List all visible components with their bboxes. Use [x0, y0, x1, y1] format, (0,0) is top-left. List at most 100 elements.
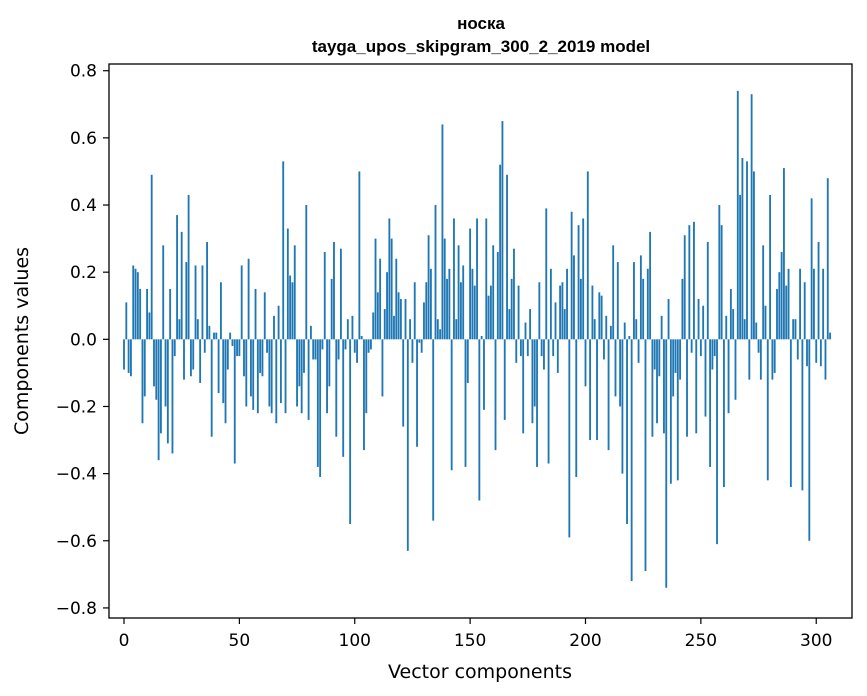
bar [406, 339, 409, 551]
bar [222, 339, 225, 404]
bar [653, 339, 656, 370]
bar [649, 231, 652, 340]
bar [443, 238, 446, 340]
bar [427, 235, 430, 340]
x-tick-label: 50 [229, 631, 251, 651]
bar [266, 339, 268, 353]
bar [321, 339, 324, 350]
bar [699, 339, 702, 357]
bar [335, 339, 338, 437]
bar [789, 339, 792, 488]
bar [732, 309, 735, 340]
bar [203, 339, 206, 353]
bar [261, 339, 264, 377]
bar [388, 218, 391, 340]
bar [771, 339, 774, 380]
bar [533, 339, 536, 407]
bar [554, 302, 557, 340]
bar [367, 339, 370, 353]
x-tick-label: 300 [800, 631, 832, 651]
bar [478, 339, 481, 501]
bar [409, 319, 412, 340]
bar [695, 339, 698, 434]
bar [243, 339, 245, 377]
bar [183, 339, 185, 380]
bar [196, 319, 199, 340]
bar [178, 319, 181, 340]
bar [644, 339, 647, 571]
bar [171, 339, 174, 454]
x-tick-label: 0 [119, 631, 130, 651]
bar [166, 339, 169, 444]
bar [801, 339, 804, 491]
bar [275, 339, 278, 424]
x-axis-label: Vector components [388, 661, 572, 683]
bar [536, 339, 538, 467]
bar [480, 335, 483, 340]
bar [639, 255, 642, 340]
y-axis-ticks: −0.8 −0.6 −0.4 −0.2 0.0 0.2 0.4 0.6 0.8 [56, 62, 109, 619]
bar [416, 339, 418, 447]
bar [346, 319, 349, 340]
bar [556, 339, 559, 373]
bar [688, 225, 691, 340]
bar [600, 295, 603, 340]
bar [233, 339, 236, 464]
bar [413, 282, 416, 340]
bar [155, 339, 158, 400]
bar [538, 282, 541, 340]
bar [609, 325, 612, 340]
bar [298, 339, 301, 387]
bar [446, 278, 448, 340]
bar [628, 335, 631, 340]
bar [540, 339, 543, 357]
bar [769, 194, 772, 340]
bar [566, 268, 568, 340]
bar [450, 339, 453, 471]
bar [448, 268, 451, 340]
bar [162, 245, 165, 340]
bar [503, 339, 506, 420]
bar [143, 339, 146, 397]
bar [596, 339, 598, 441]
bar [471, 268, 474, 340]
bar [697, 299, 700, 340]
bar [224, 339, 227, 424]
bar [141, 339, 144, 424]
bar [499, 164, 502, 340]
bar [123, 339, 125, 370]
chart-subtitle: tayga_upos_skipgram_300_2_2019 model [312, 37, 650, 56]
bar [189, 339, 192, 377]
bar [270, 339, 273, 414]
bar [494, 339, 497, 451]
bar [787, 268, 790, 340]
bar [819, 339, 822, 367]
bar [201, 265, 204, 340]
bar [397, 292, 400, 340]
bar [441, 124, 444, 340]
bar [487, 295, 490, 340]
bar [519, 339, 522, 357]
bar [766, 339, 769, 481]
bar [307, 339, 310, 420]
bar [213, 332, 215, 340]
bar [247, 258, 250, 340]
bar [750, 94, 753, 340]
bar [217, 339, 220, 394]
bar [526, 339, 529, 357]
bar [150, 174, 153, 340]
bar [466, 339, 469, 383]
bar [743, 319, 746, 340]
bar [127, 339, 130, 373]
bar [425, 282, 428, 340]
bar [273, 315, 275, 340]
bar [199, 339, 202, 383]
bar [794, 319, 797, 340]
bar [637, 339, 640, 363]
bar [457, 245, 460, 340]
bar [543, 339, 545, 370]
bar [489, 285, 492, 340]
bar [619, 339, 622, 407]
bar [136, 272, 139, 340]
